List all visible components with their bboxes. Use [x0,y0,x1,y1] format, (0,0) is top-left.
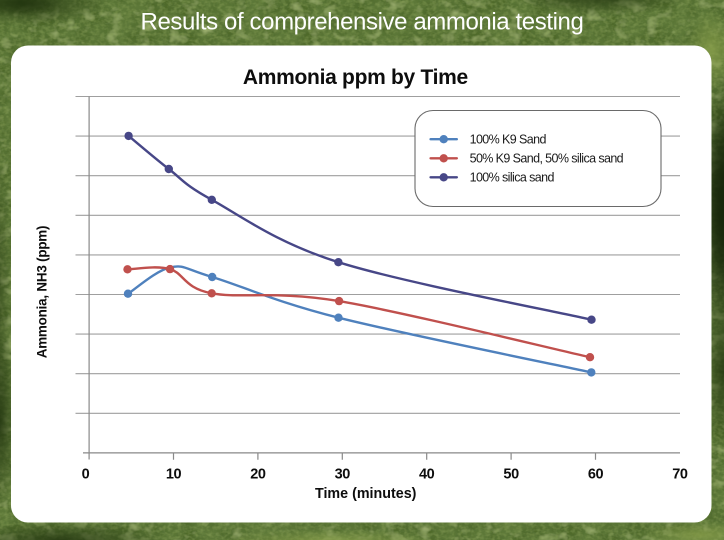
svg-text:70: 70 [672,466,688,482]
svg-text:30: 30 [335,466,351,482]
svg-text:50: 50 [503,466,519,482]
svg-text:50% K9 Sand, 50% silica sand: 50% K9 Sand, 50% silica sand [470,152,624,166]
svg-text:100% silica sand: 100% silica sand [470,171,555,185]
svg-text:Time (minutes): Time (minutes) [315,486,417,502]
svg-text:Ammonia ppm by Time: Ammonia ppm by Time [243,66,468,89]
svg-text:Results of comprehensive ammon: Results of comprehensive ammonia testing [141,9,584,36]
svg-text:10: 10 [166,466,182,482]
svg-text:60: 60 [588,466,604,482]
svg-text:0: 0 [82,466,90,482]
svg-text:20: 20 [250,466,266,482]
svg-text:Ammonia, NH3 (ppm): Ammonia, NH3 (ppm) [35,226,50,359]
svg-text:100% K9 Sand: 100% K9 Sand [470,133,547,147]
svg-text:40: 40 [419,466,435,482]
